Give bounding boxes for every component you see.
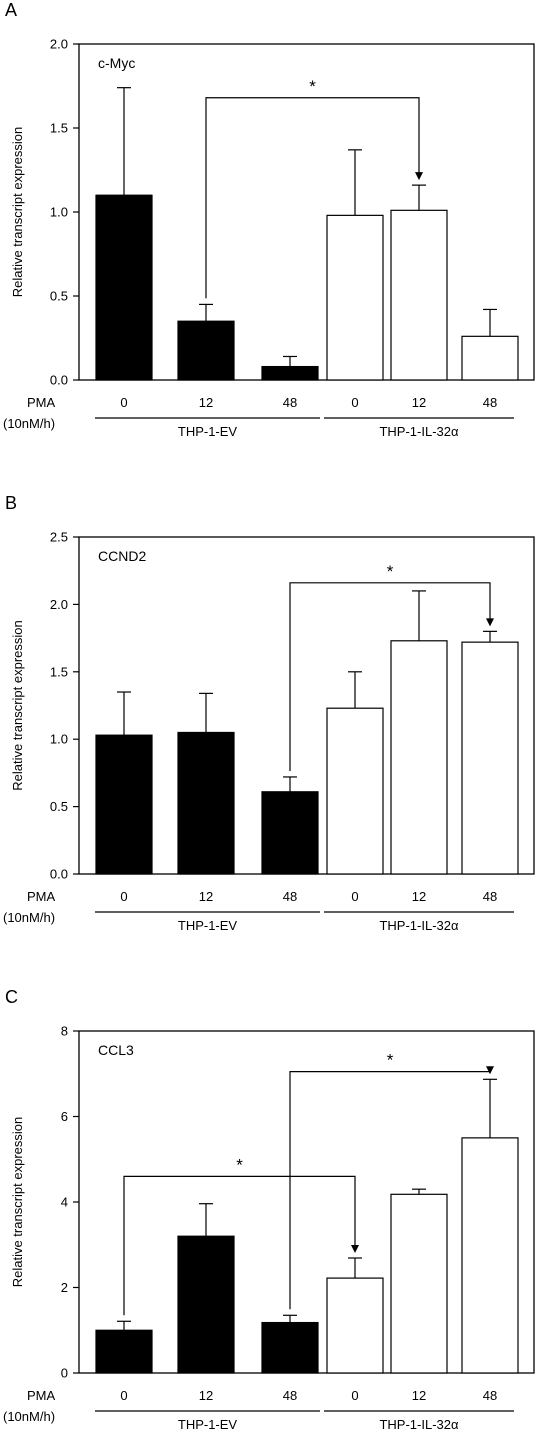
- significance-arrowhead: [486, 618, 494, 627]
- y-tick-label: 2.0: [50, 597, 68, 612]
- bar: [390, 640, 448, 875]
- bar: [461, 335, 519, 381]
- pma-unit: (10nM/h): [3, 1409, 55, 1424]
- y-tick-label: 2.0: [50, 37, 68, 52]
- group-label: THP-1-EV: [178, 918, 238, 933]
- significance-arrowhead: [351, 1245, 359, 1254]
- group-label: THP-1-EV: [178, 1417, 238, 1432]
- significance-bracket: [205, 97, 420, 299]
- x-category-label: 12: [412, 1388, 426, 1403]
- group-label: THP-1-IL-32α: [379, 424, 459, 439]
- x-category-label: 12: [199, 889, 213, 904]
- chart-panel-b: B 0.0 0.5 1.0 1.5 2.0 2.5 Relative transcript e…: [3, 493, 535, 933]
- y-tick-label: 1.0: [50, 205, 68, 220]
- bar: [261, 365, 319, 381]
- x-category-label: 48: [283, 1388, 297, 1403]
- y-tick-label: 0.0: [50, 373, 68, 388]
- x-category-label: 12: [412, 395, 426, 410]
- chart-panel-a: A 0.0 0.5 1.0 1.5 2.0 Relative transcript expr…: [3, 0, 535, 439]
- x-category-label: 12: [199, 1388, 213, 1403]
- y-axis-label: Relative transcript expression: [10, 620, 25, 791]
- x-category-label: 48: [283, 395, 297, 410]
- bar: [95, 194, 153, 381]
- x-category-label: 0: [351, 889, 358, 904]
- gene-name: CCND2: [98, 548, 146, 564]
- chart-panel-c: C 0 2 4 6 8 Relative transcript expression CCL3…: [3, 987, 535, 1432]
- y-tick-label: 8: [61, 1024, 68, 1039]
- pma-label: PMA: [27, 395, 56, 410]
- gene-name: CCL3: [98, 1042, 134, 1058]
- x-category-label: 0: [120, 1388, 127, 1403]
- bar: [95, 1329, 153, 1374]
- bar: [326, 707, 384, 875]
- significance-star: *: [309, 77, 316, 96]
- significance-star: *: [236, 1155, 243, 1174]
- significance-arrowhead: [415, 172, 423, 181]
- bar: [326, 214, 384, 381]
- panel-label: C: [5, 987, 18, 1007]
- y-axis-label: Relative transcript expression: [10, 127, 25, 298]
- significance-star: *: [387, 562, 394, 581]
- x-category-label: 48: [483, 889, 497, 904]
- panel-label: B: [5, 493, 17, 513]
- bar: [177, 731, 235, 875]
- y-tick-label: 0.5: [50, 799, 68, 814]
- group-label: THP-1-IL-32α: [379, 1417, 459, 1432]
- x-category-label: 0: [351, 1388, 358, 1403]
- panels: A 0.0 0.5 1.0 1.5 2.0 Relative transcript expr…: [3, 0, 535, 1432]
- bar: [261, 791, 319, 875]
- y-tick-label: 0.5: [50, 289, 68, 304]
- significance-bracket: [123, 1175, 356, 1316]
- x-category-label: 48: [483, 395, 497, 410]
- pma-unit: (10nM/h): [3, 910, 55, 925]
- panel-label: A: [5, 0, 17, 20]
- y-tick-label: 1.5: [50, 664, 68, 679]
- significance-bracket: [289, 582, 491, 771]
- y-tick-label: 6: [61, 1109, 68, 1124]
- group-label: THP-1-IL-32α: [379, 918, 459, 933]
- significance-bracket: [289, 1068, 491, 1310]
- y-axis-label: Relative transcript expression: [10, 1117, 25, 1288]
- bar: [95, 734, 153, 875]
- bar: [261, 1321, 319, 1374]
- y-tick-label: 0.0: [50, 867, 68, 882]
- pma-label: PMA: [27, 889, 56, 904]
- significance-star: *: [387, 1051, 394, 1070]
- bar: [390, 209, 448, 381]
- bar: [461, 1137, 519, 1374]
- bar: [390, 1193, 448, 1374]
- y-tick-label: 1.0: [50, 732, 68, 747]
- y-tick-label: 1.5: [50, 121, 68, 136]
- pma-label: PMA: [27, 1388, 56, 1403]
- x-category-label: 12: [412, 889, 426, 904]
- bar: [177, 320, 235, 381]
- significance-arrowhead: [486, 1066, 494, 1075]
- x-category-label: 48: [483, 1388, 497, 1403]
- y-tick-label: 2.5: [50, 530, 68, 545]
- x-category-label: 0: [120, 889, 127, 904]
- y-tick-label: 0: [61, 1366, 68, 1381]
- gene-name: c-Myc: [98, 55, 135, 71]
- bar: [461, 641, 519, 875]
- bar: [326, 1277, 384, 1374]
- x-category-label: 12: [199, 395, 213, 410]
- group-label: THP-1-EV: [178, 424, 238, 439]
- x-category-label: 0: [120, 395, 127, 410]
- x-category-label: 48: [283, 889, 297, 904]
- x-category-label: 0: [351, 395, 358, 410]
- y-tick-label: 2: [61, 1280, 68, 1295]
- pma-unit: (10nM/h): [3, 416, 55, 431]
- bar: [177, 1235, 235, 1374]
- y-tick-label: 4: [61, 1195, 68, 1210]
